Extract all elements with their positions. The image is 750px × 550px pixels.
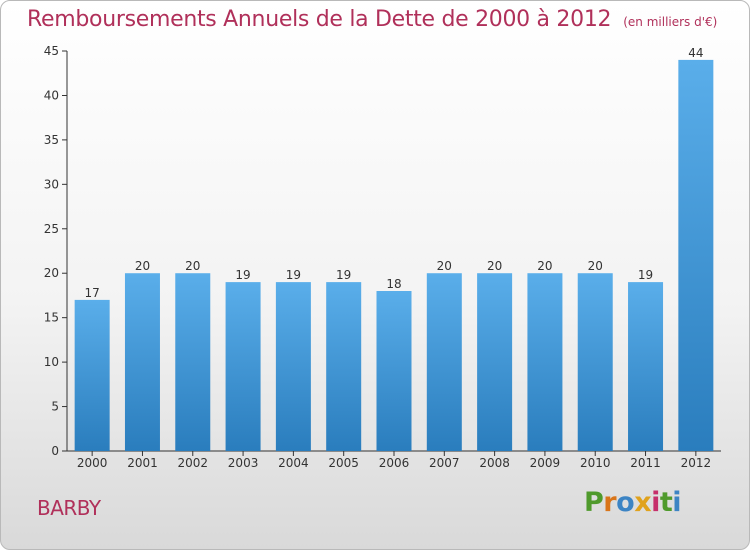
proxiti-logo: Proxiti [584, 487, 682, 518]
data-label-2011: 19 [638, 268, 653, 282]
y-tick-label: 20 [44, 266, 59, 280]
data-label-2004: 19 [286, 268, 301, 282]
x-tick-label: 2006 [379, 456, 410, 470]
x-tick-label: 2010 [580, 456, 611, 470]
y-tick-label: 35 [44, 133, 59, 147]
x-tick-label: 2008 [479, 456, 510, 470]
logo-letter: x [634, 487, 652, 518]
logo-letter: i [651, 487, 660, 518]
data-label-2002: 20 [185, 259, 200, 273]
x-tick-label: 2011 [630, 456, 661, 470]
x-tick-label: 2000 [77, 456, 108, 470]
y-tick-label: 45 [44, 44, 59, 58]
chart-title: Remboursements Annuels de la Dette de 20… [27, 7, 612, 32]
y-tick-label: 15 [44, 311, 59, 325]
bar-2005 [326, 282, 362, 451]
data-label-2005: 19 [336, 268, 351, 282]
x-tick-label: 2007 [429, 456, 460, 470]
bar-2011 [628, 282, 664, 451]
bar-2004 [275, 282, 311, 451]
y-tick-label: 0 [51, 444, 59, 458]
data-label-2001: 20 [135, 259, 150, 273]
chart-bars [74, 59, 714, 452]
bar-2008 [477, 273, 513, 451]
data-label-2010: 20 [588, 259, 603, 273]
logo-letter: o [616, 487, 635, 518]
x-tick-label: 2003 [228, 456, 259, 470]
data-label-2006: 18 [386, 277, 401, 291]
data-label-2008: 20 [487, 259, 502, 273]
logo-letter: P [584, 487, 604, 518]
x-tick-label: 2005 [328, 456, 359, 470]
chart-axes: 0 5 10 15 20 25 30 35 40 45 2000 2001 2002 2003 2004 20… [44, 44, 721, 470]
logo-letter: t [659, 487, 673, 518]
data-label-2007: 20 [437, 259, 452, 273]
bar-2010 [577, 273, 613, 451]
data-label-2000: 17 [85, 286, 100, 300]
bar-2009 [527, 273, 563, 451]
x-tick-label: 2001 [127, 456, 158, 470]
y-tick-label: 40 [44, 88, 59, 102]
data-label-2009: 20 [537, 259, 552, 273]
city-name: BARBY [37, 496, 101, 520]
y-tick-label: 30 [44, 177, 59, 191]
bar-2000 [74, 299, 110, 451]
bar-2003 [225, 282, 261, 451]
chart-title-block: Remboursements Annuels de la Dette de 20… [27, 7, 717, 32]
x-tick-label: 2004 [278, 456, 309, 470]
bar-2012 [678, 59, 714, 452]
y-tick-label: 25 [44, 222, 59, 236]
bar-2006 [376, 291, 412, 451]
chart-subtitle: (en milliers d'€) [623, 15, 718, 29]
bar-2001 [124, 273, 160, 451]
logo-letter: r [603, 487, 617, 518]
y-tick-label: 10 [44, 355, 59, 369]
bar-2002 [175, 273, 211, 451]
x-tick-label: 2009 [530, 456, 561, 470]
logo-letter: i [672, 487, 682, 518]
chart-data-labels: 17 20 20 19 19 19 18 20 20 20 20 19 44 [85, 46, 704, 300]
data-label-2012: 44 [688, 46, 703, 60]
data-label-2003: 19 [235, 268, 250, 282]
x-tick-label: 2012 [681, 456, 712, 470]
bar-2007 [426, 273, 462, 451]
x-tick-label: 2002 [177, 456, 208, 470]
y-tick-label: 5 [51, 400, 59, 414]
